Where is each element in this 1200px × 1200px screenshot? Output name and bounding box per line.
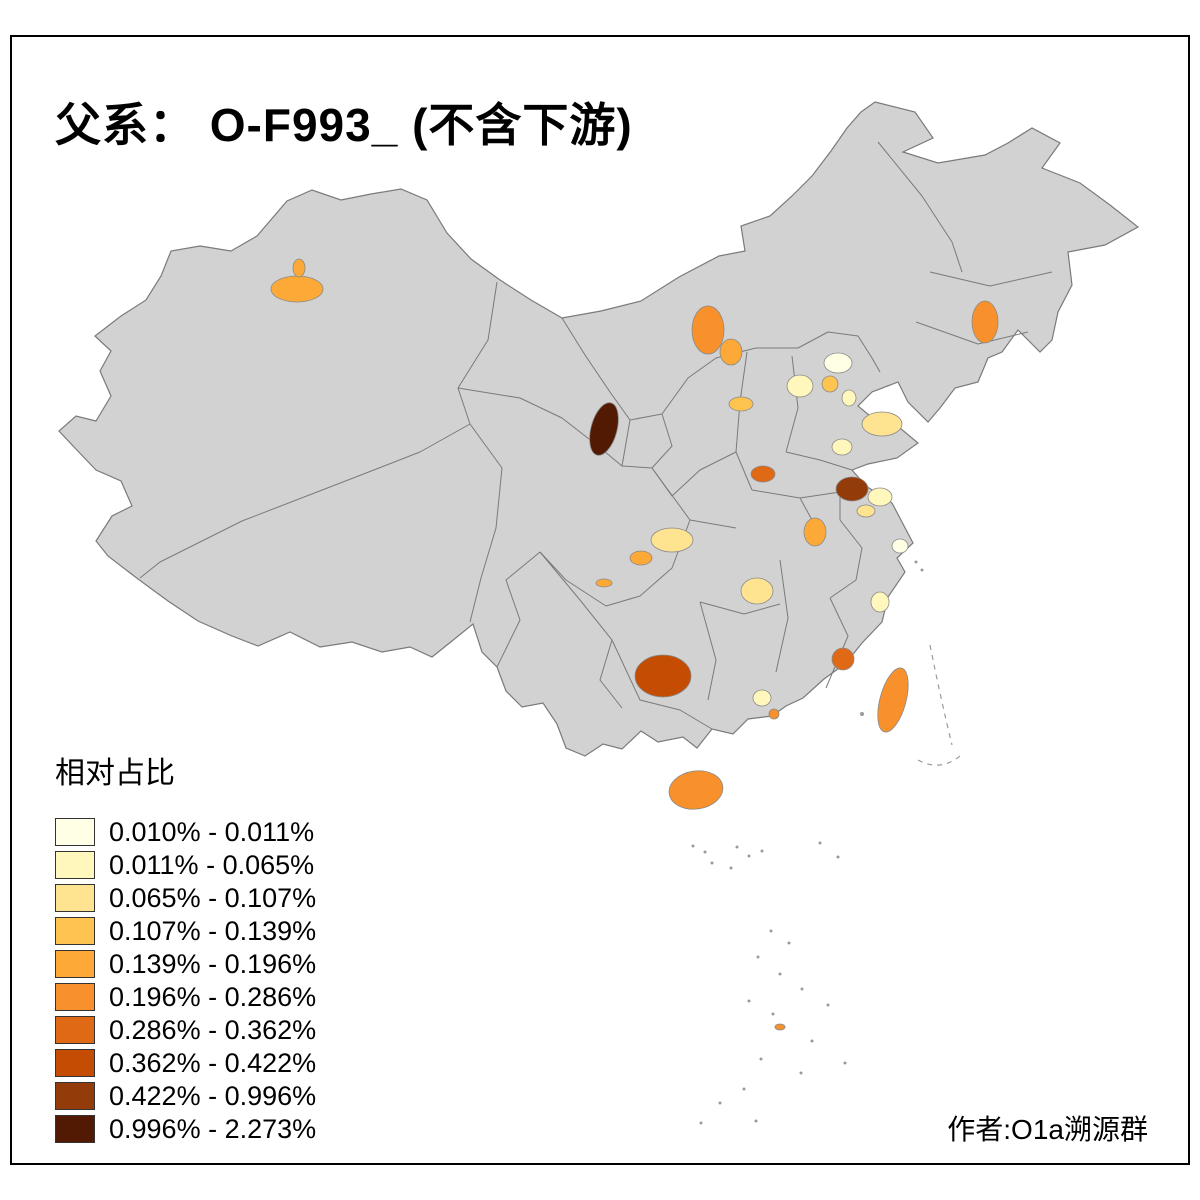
region-sichuan-north — [650, 527, 694, 553]
region-layer — [270, 258, 999, 1031]
region-anhui — [803, 517, 827, 547]
legend-label: 0.010% - 0.011% — [109, 817, 315, 847]
region-beijing-city — [821, 375, 839, 393]
legend-item: 0.362% - 0.422% — [55, 1049, 316, 1077]
region-jiangsu-mid — [867, 487, 893, 507]
legend-item: 0.139% - 0.196% — [55, 950, 316, 978]
region-guizhou — [634, 654, 692, 698]
region-xinjiang-small — [292, 258, 306, 278]
region-gansu-dark — [589, 402, 619, 456]
region-henan — [750, 465, 776, 483]
legend-label: 0.011% - 0.065% — [109, 850, 315, 880]
legend-rows: 0.010% - 0.011% 0.011% - 0.065% 0.065% - 0… — [55, 818, 316, 1143]
legend-swatch — [55, 950, 95, 978]
plot-border — [10, 35, 1190, 1165]
legend-swatch — [55, 983, 95, 1011]
legend-swatch — [55, 1115, 95, 1143]
legend-label: 0.139% - 0.196% — [109, 949, 317, 979]
legend-item: 0.011% - 0.065% — [55, 851, 316, 879]
region-hebei-west — [786, 374, 814, 398]
legend-item: 0.996% - 2.273% — [55, 1115, 316, 1143]
region-guangdong-small — [768, 708, 780, 720]
region-shandong-east — [861, 411, 903, 437]
region-hubei-hunan — [740, 577, 774, 605]
legend-item: 0.286% - 0.362% — [55, 1016, 316, 1044]
region-chongqing — [629, 550, 653, 566]
legend-swatch — [55, 884, 95, 912]
legend-item: 0.010% - 0.011% — [55, 818, 316, 846]
region-hainan — [668, 770, 724, 810]
region-inner-mongolia-east — [719, 338, 743, 366]
legend-item: 0.065% - 0.107% — [55, 884, 316, 912]
legend-swatch — [55, 1016, 95, 1044]
legend-swatch — [55, 1049, 95, 1077]
region-sichuan-small — [595, 578, 613, 588]
region-xinjiang-main — [270, 275, 324, 303]
author-credit: 作者:O1a溯源群 — [947, 1114, 1148, 1145]
legend-swatch — [55, 1082, 95, 1110]
legend-item: 0.196% - 0.286% — [55, 983, 316, 1011]
region-tianjin-area — [841, 389, 857, 407]
legend-swatch — [55, 917, 95, 945]
legend: 相对占比 0.010% - 0.011% 0.011% - 0.065% 0.065… — [55, 748, 316, 1148]
legend-label: 0.422% - 0.996% — [109, 1081, 317, 1111]
legend-swatch — [55, 818, 95, 846]
region-jiangsu-north — [835, 476, 869, 502]
region-beijing-north — [823, 352, 853, 374]
legend-label: 0.107% - 0.139% — [109, 916, 317, 946]
region-guangdong-north — [752, 689, 772, 707]
sea-islands — [691, 560, 961, 1125]
map-title: 父系： O-F993_ (不含下游) — [55, 98, 633, 151]
region-inner-mongolia-west — [691, 305, 725, 355]
region-jilin — [971, 300, 999, 344]
legend-swatch — [55, 851, 95, 879]
region-shandong-west — [831, 438, 853, 456]
legend-label: 0.065% - 0.107% — [109, 883, 317, 913]
legend-item: 0.422% - 0.996% — [55, 1082, 316, 1110]
region-zhejiang — [870, 591, 890, 613]
legend-label: 0.996% - 2.273% — [109, 1114, 317, 1144]
legend-label: 0.362% - 0.422% — [109, 1048, 317, 1078]
legend-label: 0.196% - 0.286% — [109, 982, 317, 1012]
legend-title: 相对占比 — [55, 757, 175, 790]
legend-label: 0.286% - 0.362% — [109, 1015, 317, 1045]
region-south-sea-island — [774, 1023, 786, 1031]
legend-item: 0.107% - 0.139% — [55, 917, 316, 945]
region-taiwan — [877, 667, 909, 733]
province-borders — [139, 141, 1053, 730]
region-fujian — [831, 647, 855, 671]
region-shanghai-area — [891, 538, 909, 554]
region-shanxi-north — [728, 396, 754, 412]
region-jiangsu-south — [856, 504, 876, 518]
